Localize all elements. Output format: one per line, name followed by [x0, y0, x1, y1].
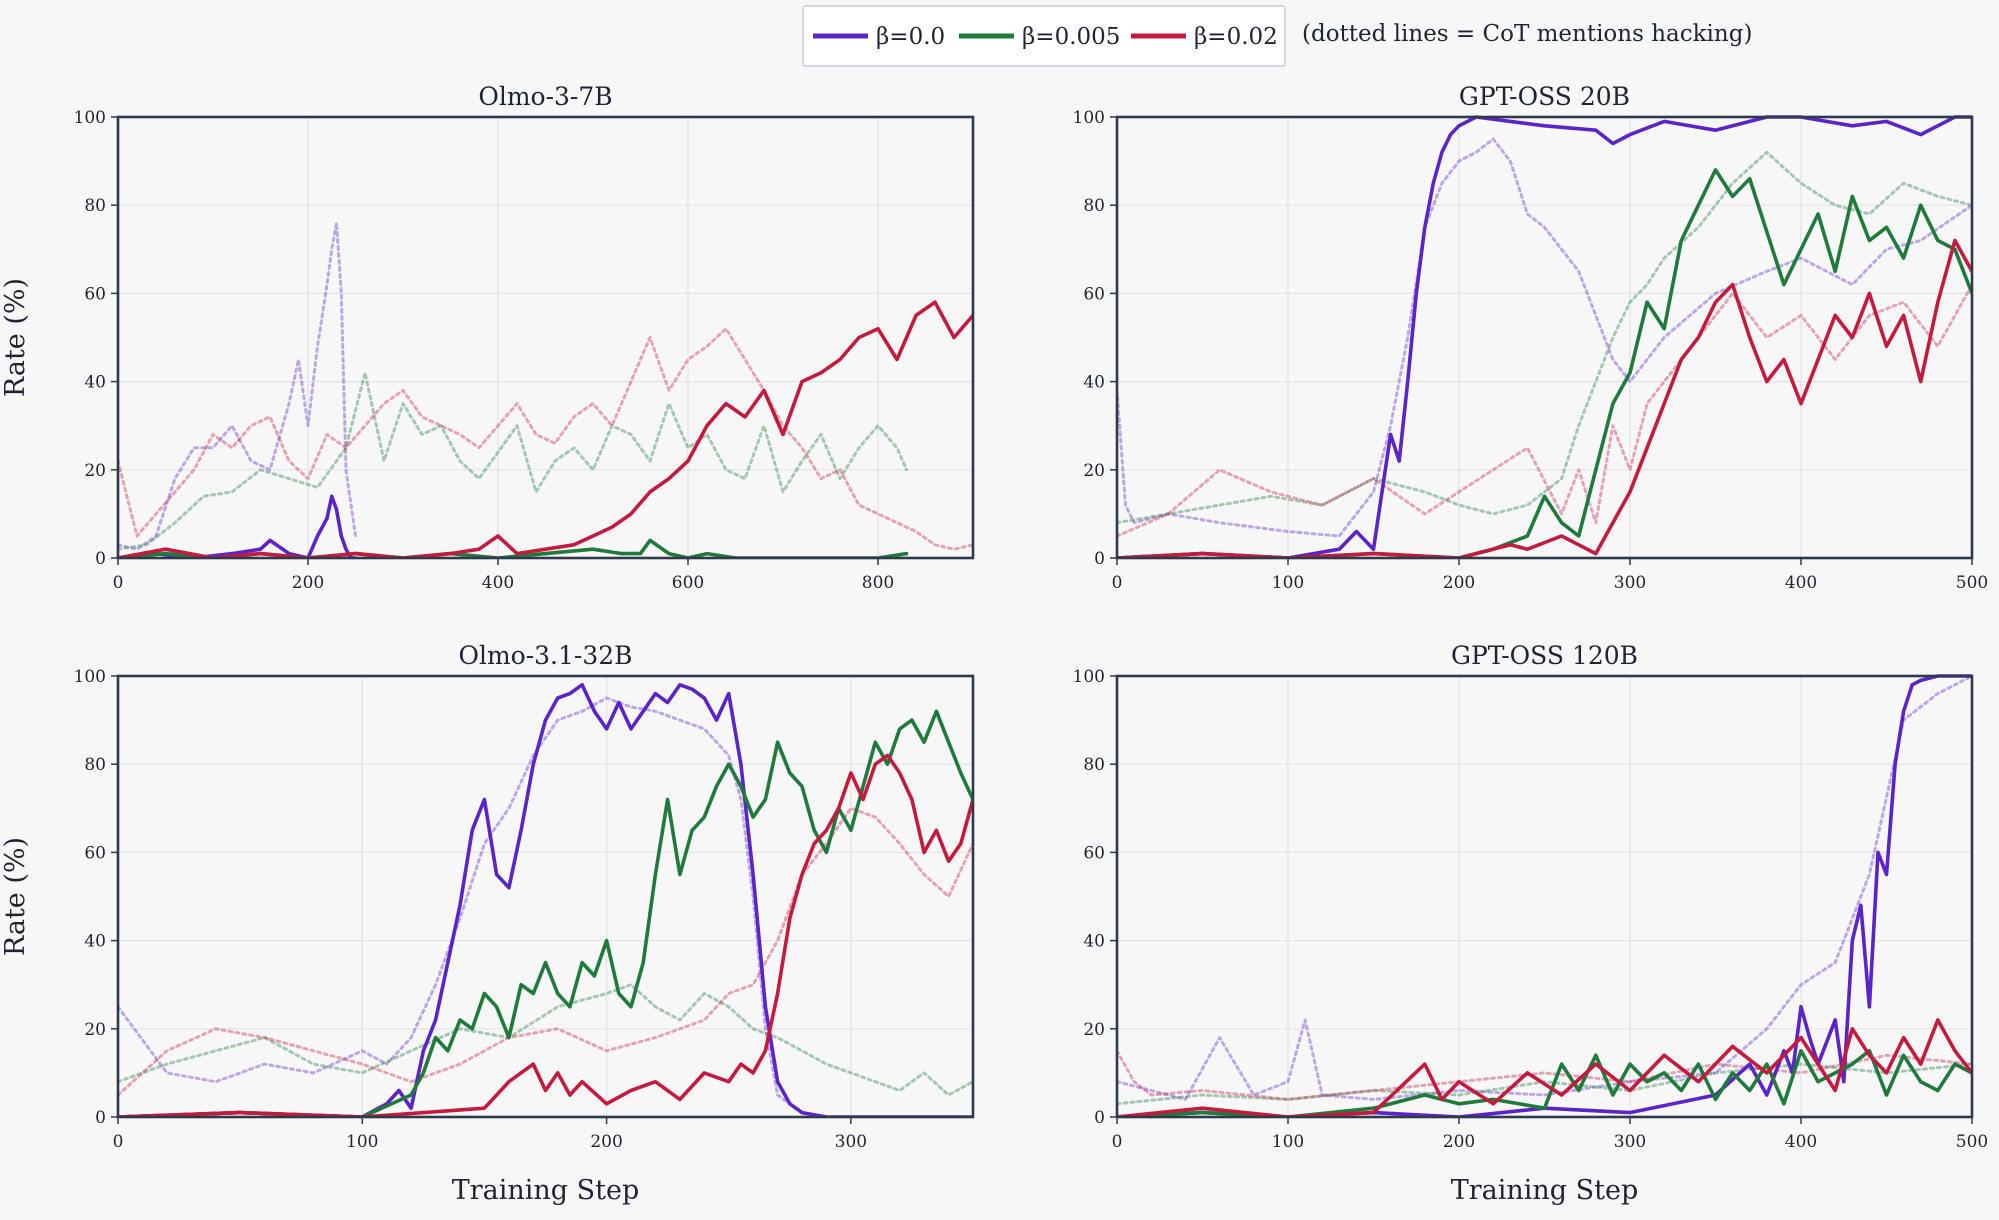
series-line-0-005-dotted [1117, 1062, 1972, 1106]
x-tick-label: 200 [590, 1132, 622, 1152]
panel-gpt-oss-120b: 0 100 200 300 400 500 0 20 40 60 80 100 GPT-OSS 120B… [1073, 641, 1989, 1206]
x-tick-label: 200 [292, 573, 324, 593]
x-tick-label: 400 [1785, 1132, 1817, 1152]
series-line-0-02-solid [118, 300, 973, 558]
plot-area [1117, 117, 1972, 558]
x-tick-label: 600 [672, 573, 704, 593]
x-tick-label: 300 [1614, 573, 1646, 593]
plot-frame [116, 674, 975, 1119]
y-tick-label: 60 [84, 284, 106, 304]
y-tick-label: 0 [1094, 1108, 1105, 1128]
x-tick-label: 100 [1272, 573, 1304, 593]
series-line-0-02-solid [118, 753, 973, 1117]
panel-olmo-3-1-32b: 0 100 200 300 0 20 40 60 80 100 Olmo-3.1-32B Rate (… [0, 641, 975, 1206]
y-tick-label: 0 [95, 1108, 106, 1128]
y-tick-label: 100 [74, 667, 106, 687]
plot-area [1117, 676, 1972, 1117]
y-tick-label: 100 [74, 108, 106, 128]
x-tick-label: 0 [113, 573, 124, 593]
y-tick-label: 20 [84, 1020, 106, 1040]
plot-frame [1115, 674, 1974, 1119]
plot-frame [1115, 115, 1974, 560]
x-tick-label: 500 [1956, 1132, 1988, 1152]
x-tick-label: 100 [1272, 1132, 1304, 1152]
y-tick-label: 40 [1083, 932, 1105, 952]
y-tick-label: 80 [84, 755, 106, 775]
y-tick-label: 100 [1073, 108, 1105, 128]
y-tick-label: 20 [1083, 461, 1105, 481]
y-tick-label: 40 [1083, 373, 1105, 393]
plot-area [118, 117, 973, 558]
panel-olmo-3-7b: 0 200 400 600 800 0 20 40 60 80 100 Olmo-3-7B Rate (… [0, 82, 975, 593]
panel-title: Olmo-3-7B [478, 82, 612, 111]
y-tick-label: 40 [84, 932, 106, 952]
series-line-0-005-dotted [118, 371, 908, 551]
y-tick-label: 80 [1083, 755, 1105, 775]
y-tick-label: 60 [1083, 284, 1105, 304]
series-line-0-0-dotted [1117, 137, 1972, 538]
series-line-0-005-solid [118, 709, 973, 1117]
series-line-0-005-solid [1117, 1049, 1972, 1117]
series-line-0-005-dotted [1117, 150, 1972, 525]
legend-label-beta-0: β=0.0 [876, 24, 945, 50]
series-line-0-02-solid [1117, 238, 1972, 558]
series-line-0-02-dotted [118, 806, 973, 1097]
x-tick-label: 300 [1614, 1132, 1646, 1152]
x-tick-label: 400 [1785, 573, 1817, 593]
y-tick-label: 0 [95, 549, 106, 569]
legend: β=0.0 β=0.005 β=0.02 [802, 5, 1286, 67]
series-line-0-0-solid [118, 682, 973, 1117]
series-line-0-0-solid [1117, 115, 1972, 558]
series-line-0-0-solid [118, 494, 358, 558]
legend-label-beta-0005: β=0.005 [1022, 24, 1120, 50]
legend-box [802, 5, 1286, 67]
panel-title: GPT-OSS 20B [1459, 82, 1630, 111]
y-tick-label: 40 [84, 373, 106, 393]
series-line-0-0-dotted [118, 221, 357, 551]
plot-frame [116, 115, 975, 560]
y-tick-label: 100 [1073, 667, 1105, 687]
x-tick-label: 300 [835, 1132, 867, 1152]
series-line-0-0-dotted [118, 696, 973, 1117]
panel-gpt-oss-20b: 0 100 200 300 400 500 0 20 40 60 80 100 GPT-OSS 20B [1073, 82, 1989, 593]
x-axis-title: Training Step [452, 1175, 640, 1206]
y-tick-label: 60 [1083, 843, 1105, 863]
series-line-0-0-dotted [1117, 674, 1972, 1101]
x-tick-label: 0 [1112, 1132, 1123, 1152]
x-tick-label: 100 [346, 1132, 378, 1152]
legend-note: (dotted lines = CoT mentions hacking) [1302, 21, 1752, 47]
x-tick-label: 800 [862, 573, 894, 593]
x-tick-label: 0 [1112, 573, 1123, 593]
x-tick-label: 0 [113, 1132, 124, 1152]
series-line-0-02-dotted [1117, 283, 1972, 538]
y-tick-label: 20 [84, 461, 106, 481]
y-axis-title: Rate (%) [0, 278, 31, 397]
y-tick-label: 80 [1083, 196, 1105, 216]
y-tick-label: 80 [84, 196, 106, 216]
x-tick-label: 200 [1443, 1132, 1475, 1152]
plot-area [118, 676, 973, 1117]
x-axis-title: Training Step [1451, 1175, 1639, 1206]
x-tick-label: 500 [1956, 573, 1988, 593]
y-tick-label: 60 [84, 843, 106, 863]
x-tick-label: 400 [482, 573, 514, 593]
series-line-0-02-dotted [118, 327, 973, 551]
panel-title: GPT-OSS 120B [1451, 641, 1638, 670]
legend-label-beta-002: β=0.02 [1194, 24, 1278, 50]
series-line-0-005-dotted [118, 983, 973, 1097]
y-tick-label: 20 [1083, 1020, 1105, 1040]
y-axis-title: Rate (%) [0, 837, 31, 956]
series-line-0-02-solid [1117, 1018, 1972, 1117]
x-tick-label: 200 [1443, 573, 1475, 593]
y-tick-label: 0 [1094, 549, 1105, 569]
panel-title: Olmo-3.1-32B [458, 641, 632, 670]
